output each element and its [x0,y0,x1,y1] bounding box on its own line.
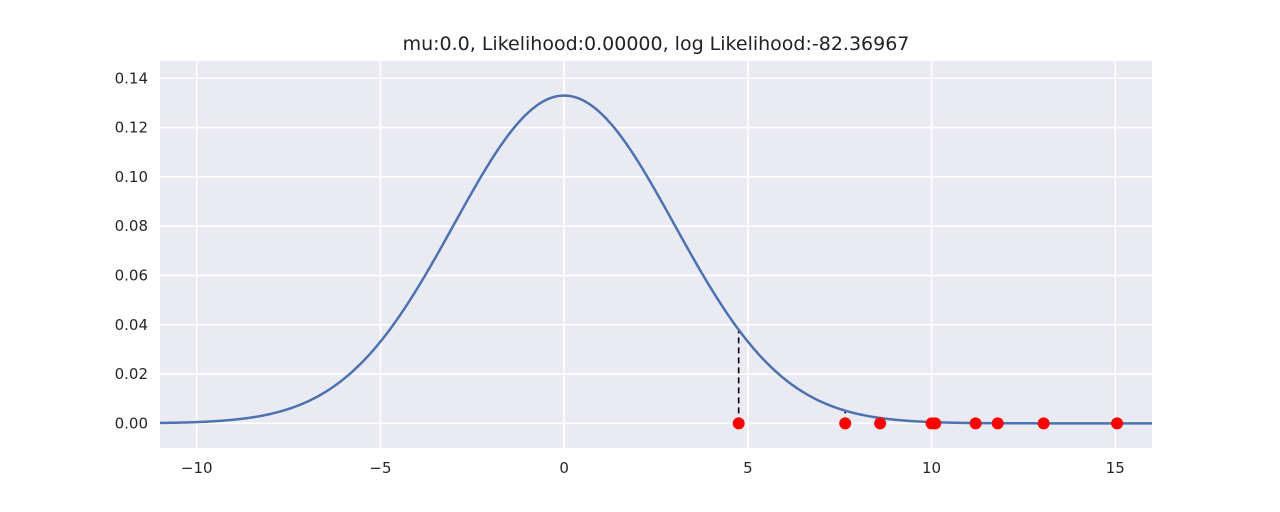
y-tick-label: 0.02 [115,365,148,383]
observation-points [732,417,1124,430]
observation-point [1037,417,1050,430]
chart-title: mu:0.0, Likelihood:0.00000, log Likeliho… [403,33,910,55]
x-tick-labels: −10 −5 0 5 10 15 [181,459,1125,477]
observation-point [732,417,745,430]
observation-point [874,417,887,430]
observation-point [969,417,982,430]
y-tick-label: 0.04 [115,316,148,334]
observation-point [1111,417,1124,430]
y-tick-label: 0.08 [115,217,148,235]
plot-area [160,61,1152,448]
x-tick-label: −10 [181,459,213,477]
y-tick-label: 0.00 [115,414,148,432]
grid [160,61,1152,448]
y-tick-label: 0.10 [115,168,148,186]
observation-point [839,417,852,430]
y-tick-labels: 0.00 0.02 0.04 0.06 0.08 0.10 0.12 0.14 [115,69,148,432]
y-tick-label: 0.14 [115,69,148,87]
x-tick-label: 10 [922,459,941,477]
x-tick-label: 15 [1106,459,1125,477]
observation-point [991,417,1004,430]
pdf-curve [159,94,1152,425]
x-tick-label: 5 [743,459,753,477]
x-tick-label: 0 [559,459,569,477]
x-tick-label: −5 [369,459,391,477]
observation-point [929,417,942,430]
y-tick-label: 0.12 [115,119,148,137]
y-tick-label: 0.06 [115,266,148,284]
